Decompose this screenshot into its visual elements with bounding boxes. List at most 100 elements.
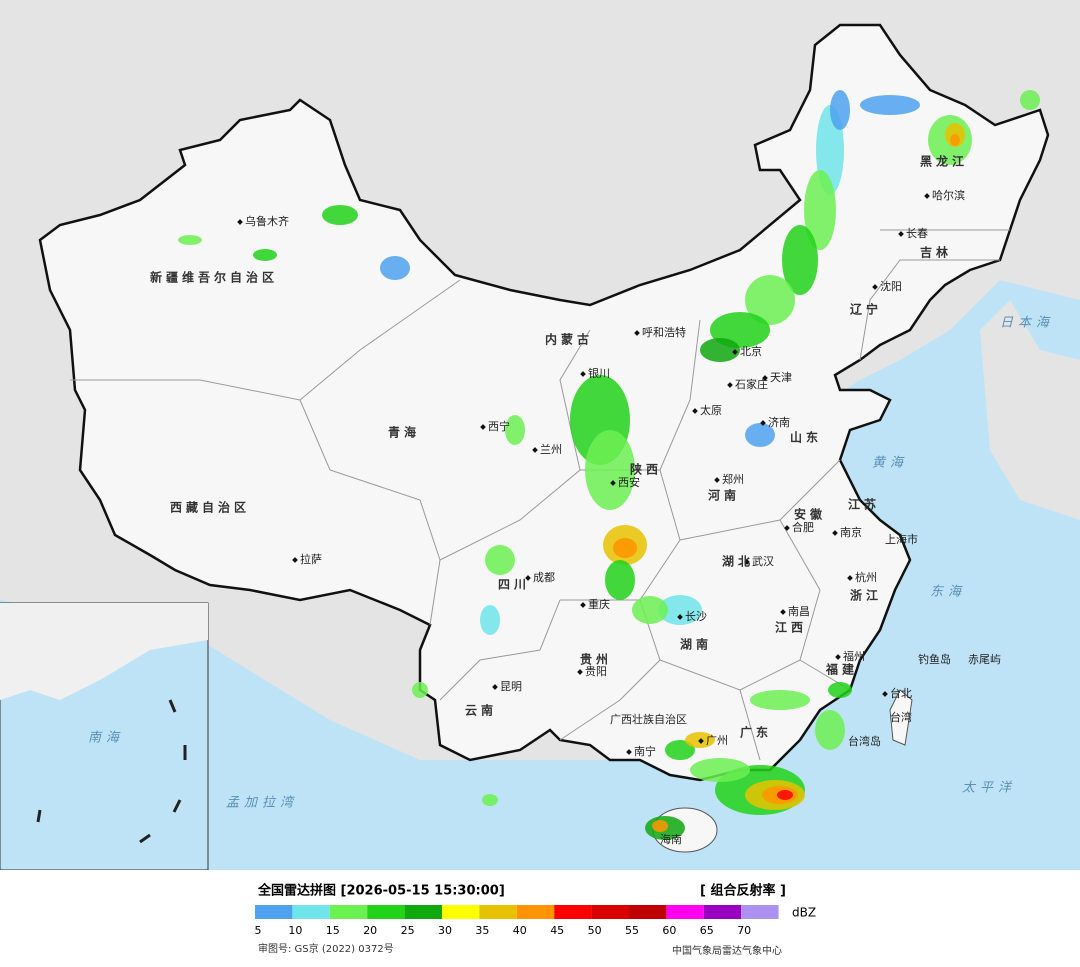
city-label: 广州 bbox=[706, 734, 728, 747]
radar-echo bbox=[613, 538, 637, 558]
legend-swatch bbox=[255, 905, 293, 919]
radar-echo bbox=[605, 560, 635, 600]
sea-label: 孟加拉湾 bbox=[226, 795, 298, 811]
city-label: 上海市 bbox=[885, 532, 918, 546]
province-label: 陕西 bbox=[630, 462, 662, 477]
city-label: 昆明 bbox=[500, 680, 522, 693]
city-label: 济南 bbox=[768, 415, 790, 429]
legend-label: 5 bbox=[255, 924, 262, 937]
radar-echo bbox=[178, 235, 202, 245]
city-marker bbox=[237, 219, 243, 225]
city-marker bbox=[577, 669, 583, 675]
city-label: 海南 bbox=[660, 832, 682, 846]
china-outline bbox=[38, 23, 1050, 782]
legend-swatch bbox=[404, 905, 442, 919]
sea-label: 东海 bbox=[930, 585, 966, 600]
legend-label: 45 bbox=[550, 924, 564, 937]
province-label: 内蒙古 bbox=[545, 332, 593, 347]
radar-echo bbox=[745, 275, 795, 325]
legend-label: 55 bbox=[625, 924, 639, 937]
city-label: 武汉 bbox=[752, 555, 774, 568]
radar-echo bbox=[777, 790, 793, 800]
province-label: 湖北 bbox=[722, 554, 754, 569]
city-marker bbox=[780, 609, 786, 615]
radar-echo bbox=[482, 794, 498, 806]
city-marker bbox=[727, 382, 733, 388]
province-label: 四川 bbox=[498, 578, 530, 592]
city-label: 合肥 bbox=[792, 520, 814, 534]
province-boundaries bbox=[70, 229, 1010, 761]
legend-swatch bbox=[703, 905, 742, 919]
city-marker bbox=[732, 349, 738, 355]
city-marker bbox=[525, 575, 531, 581]
title: 全国雷达拼图 [2026-05-15 15:30:00] bbox=[257, 883, 505, 899]
city-label: 拉萨 bbox=[300, 552, 322, 566]
province-label: 广东 bbox=[740, 725, 772, 740]
city-marker bbox=[580, 371, 586, 377]
city-label: 郑州 bbox=[722, 472, 744, 486]
province-label: 江苏 bbox=[848, 497, 880, 512]
city-label: 福州 bbox=[843, 649, 865, 663]
city-label: 哈尔滨 bbox=[932, 188, 965, 202]
legend-swatch bbox=[629, 905, 667, 919]
city-marker bbox=[898, 231, 904, 237]
city-marker bbox=[714, 477, 720, 483]
city-marker bbox=[762, 375, 768, 381]
city-marker bbox=[480, 424, 486, 430]
source: 中国气象局雷达气象中心 bbox=[672, 944, 782, 957]
city-label: 石家庄 bbox=[735, 377, 768, 391]
province-label: 吉林 bbox=[920, 245, 952, 260]
province-label: 贵州 bbox=[580, 652, 612, 667]
city-marker bbox=[692, 408, 698, 414]
radar-echo bbox=[860, 95, 920, 115]
radar-echo bbox=[815, 710, 845, 750]
province-label: 福建 bbox=[825, 662, 858, 677]
inset-dashes bbox=[36, 699, 187, 844]
legend-unit: dBZ bbox=[792, 906, 816, 920]
radar-echoes bbox=[68, 90, 1040, 840]
sea-label: 南海 bbox=[88, 731, 124, 746]
province-label: 江西 bbox=[775, 620, 807, 635]
legend-label: 15 bbox=[326, 924, 340, 937]
city-label: 南昌 bbox=[788, 605, 810, 618]
city-marker bbox=[760, 420, 766, 426]
legend-swatch bbox=[516, 905, 555, 919]
radar-echo bbox=[652, 820, 668, 832]
city-label: 乌鲁木齐 bbox=[245, 214, 289, 228]
province-label: 辽宁 bbox=[850, 302, 882, 317]
inset-labels: 南海 bbox=[88, 731, 124, 746]
province-label: 山东 bbox=[790, 430, 822, 445]
legend-swatch bbox=[666, 905, 704, 919]
legend-label: 40 bbox=[513, 924, 527, 937]
legend-swatch bbox=[292, 905, 330, 919]
city-label: 广西壮族自治区 bbox=[610, 712, 687, 726]
radar-echo bbox=[750, 690, 810, 710]
city-label: 南宁 bbox=[634, 744, 656, 758]
radar-echo bbox=[380, 256, 410, 280]
legend-swatch bbox=[442, 905, 480, 919]
radar-echo bbox=[585, 430, 635, 510]
city-label: 台湾岛 bbox=[848, 734, 881, 748]
city-label: 钓鱼岛 bbox=[918, 652, 951, 666]
city-marker bbox=[835, 654, 841, 660]
city-label: 西宁 bbox=[488, 419, 510, 433]
city-marker bbox=[872, 284, 878, 290]
province-label: 安徽 bbox=[794, 507, 826, 522]
radar-echo bbox=[830, 90, 850, 130]
city-label: 兰州 bbox=[540, 443, 562, 456]
radar-echo bbox=[745, 423, 775, 447]
province-label: 新疆维吾尔自治区 bbox=[150, 270, 278, 285]
radar-echo bbox=[658, 595, 702, 625]
approval-number: 审图号: GS京 (2022) 0372号 bbox=[258, 942, 394, 955]
radar-echo bbox=[782, 225, 818, 295]
province-label: 湖南 bbox=[680, 637, 712, 652]
city-label: 天津 bbox=[770, 371, 792, 384]
radar-echo bbox=[322, 205, 358, 225]
legend-label: 25 bbox=[401, 924, 415, 937]
legend-swatch bbox=[741, 905, 779, 919]
radar-echo bbox=[690, 758, 750, 782]
product: [ 组合反射率 ] bbox=[700, 883, 786, 899]
city-label: 银川 bbox=[588, 366, 610, 380]
